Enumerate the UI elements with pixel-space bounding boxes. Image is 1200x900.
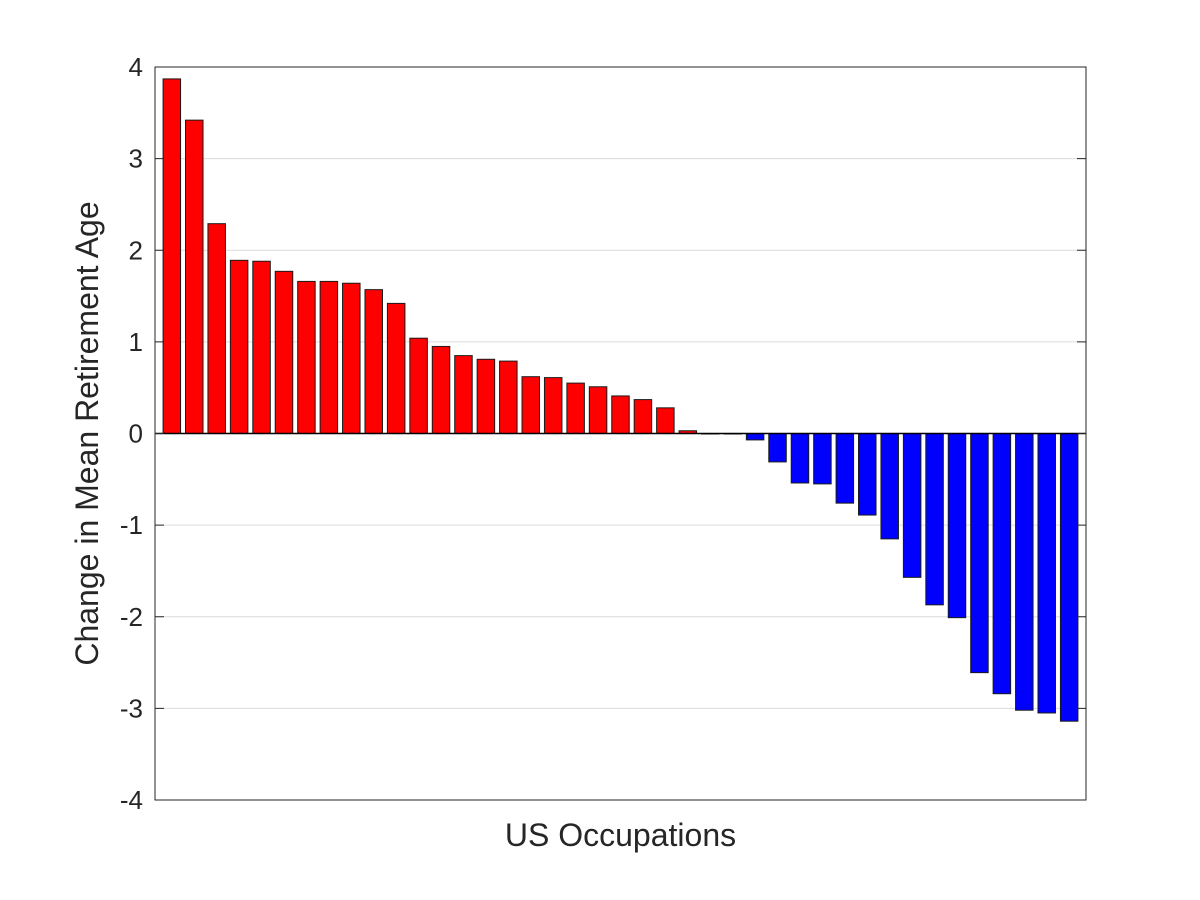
bar bbox=[409, 337, 428, 434]
bar bbox=[588, 386, 608, 434]
y-tick-label: 4 bbox=[129, 52, 143, 82]
bar bbox=[521, 376, 541, 435]
bar bbox=[656, 407, 675, 435]
bar bbox=[790, 433, 810, 484]
bar bbox=[1037, 433, 1056, 714]
bar bbox=[633, 399, 653, 435]
y-tick-labels: 4 3 2 1 0 -1 -2 -3 -4 bbox=[120, 52, 143, 815]
bar bbox=[252, 260, 271, 434]
bar bbox=[880, 433, 899, 540]
bar bbox=[386, 302, 406, 434]
bar bbox=[162, 78, 182, 434]
bar bbox=[185, 119, 204, 435]
bar bbox=[1015, 433, 1034, 711]
y-tick-marks bbox=[155, 66, 1086, 801]
bars bbox=[162, 78, 1079, 722]
bar bbox=[566, 382, 585, 435]
bar bbox=[947, 433, 967, 619]
bar bbox=[319, 280, 339, 434]
bar bbox=[297, 280, 316, 434]
y-tick-label: 3 bbox=[129, 144, 143, 174]
bar bbox=[364, 289, 383, 434]
bar bbox=[431, 345, 451, 434]
bar bbox=[768, 433, 787, 463]
bar bbox=[992, 433, 1012, 695]
y-tick-label: 2 bbox=[129, 235, 143, 265]
y-axis-label: Change in Mean Retirement Age bbox=[69, 201, 105, 665]
bar bbox=[207, 223, 226, 434]
y-tick-label: 0 bbox=[129, 419, 143, 449]
bar bbox=[1059, 433, 1079, 722]
bar bbox=[925, 433, 944, 606]
bar bbox=[858, 433, 877, 516]
y-tick-label: -4 bbox=[120, 785, 143, 815]
x-axis-label: US Occupations bbox=[505, 817, 736, 853]
bar bbox=[342, 282, 361, 434]
y-tick-label: -1 bbox=[120, 510, 143, 540]
y-tick-label: -2 bbox=[120, 602, 143, 632]
bar bbox=[745, 433, 765, 441]
bar bbox=[835, 433, 855, 504]
y-tick-label: 1 bbox=[129, 327, 143, 357]
bar bbox=[543, 377, 563, 435]
bar bbox=[454, 355, 473, 434]
bar bbox=[970, 433, 989, 674]
bar bbox=[902, 433, 922, 578]
bar bbox=[611, 395, 630, 434]
bar bbox=[813, 433, 832, 485]
y-tick-label: -3 bbox=[120, 693, 143, 723]
bar bbox=[476, 358, 496, 434]
bar bbox=[274, 270, 294, 435]
bar bbox=[499, 360, 518, 434]
bar bbox=[229, 259, 249, 434]
